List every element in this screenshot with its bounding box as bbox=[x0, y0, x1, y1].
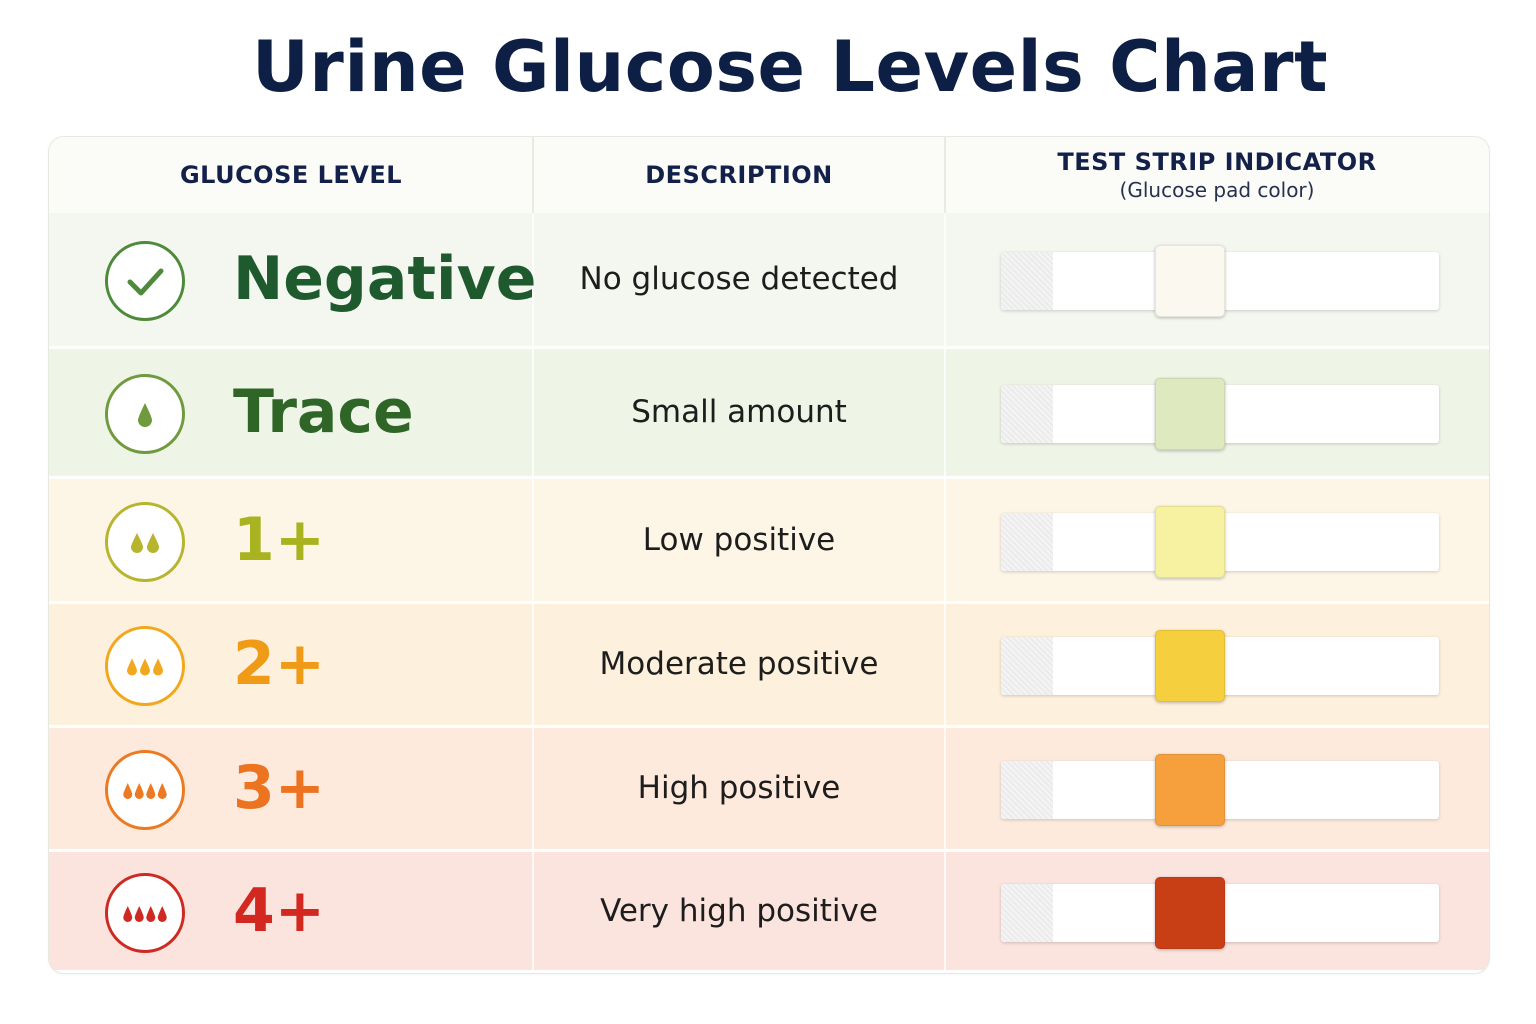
drop-icon bbox=[105, 374, 185, 454]
drop-glyph bbox=[146, 783, 156, 799]
test-strip bbox=[1001, 245, 1439, 317]
drops-icon bbox=[105, 872, 185, 953]
strip-handle-end bbox=[1001, 512, 1053, 571]
column-divider bbox=[944, 852, 946, 970]
test-strip bbox=[1001, 754, 1439, 826]
column-divider bbox=[532, 852, 534, 970]
drops-icon bbox=[105, 750, 185, 830]
drops-icon bbox=[105, 626, 185, 706]
header-divider bbox=[532, 137, 534, 213]
drop-glyph bbox=[131, 532, 143, 553]
drop-glyph bbox=[146, 905, 156, 922]
glucose-pad-swatch bbox=[1155, 378, 1225, 450]
page-title: Urine Glucose Levels Chart bbox=[251, 26, 1329, 108]
test-strip bbox=[1001, 378, 1439, 450]
table-row: 2+ Moderate positive bbox=[49, 604, 1489, 728]
glucose-level-label: 3+ bbox=[233, 753, 326, 823]
column-divider bbox=[532, 349, 534, 476]
table-row: 4+ Very high positive bbox=[49, 852, 1489, 973]
level-description: No glucose detected bbox=[579, 261, 899, 297]
drop-glyph bbox=[138, 403, 152, 427]
drop-glyph bbox=[134, 783, 144, 799]
drop-glyph bbox=[123, 783, 133, 799]
table-row: 1+ Low positive bbox=[49, 479, 1489, 604]
header-glucose-level: GLUCOSE LEVEL bbox=[49, 137, 533, 213]
check-icon bbox=[105, 241, 185, 321]
glucose-level-label: 2+ bbox=[233, 629, 326, 699]
strip-handle-end bbox=[1001, 883, 1053, 942]
glucose-level-label: Negative bbox=[233, 244, 537, 314]
drop-glyph bbox=[157, 783, 167, 799]
checkmark-glyph bbox=[127, 268, 164, 296]
strip-handle-end bbox=[1001, 385, 1053, 443]
header-description: DESCRIPTION bbox=[533, 137, 945, 213]
table-row: Negative No glucose detected bbox=[49, 213, 1489, 349]
level-description: Low positive bbox=[642, 521, 836, 558]
drops-icon bbox=[105, 501, 185, 582]
header-divider bbox=[944, 137, 946, 213]
column-divider bbox=[944, 728, 946, 849]
glucose-pad-swatch bbox=[1155, 754, 1225, 826]
glucose-pad-swatch bbox=[1155, 876, 1225, 949]
strip-handle-end bbox=[1001, 252, 1053, 310]
level-description: Moderate positive bbox=[599, 646, 879, 682]
header-test-strip-indicator: TEST STRIP INDICATOR (Glucose pad color) bbox=[945, 137, 1489, 213]
drop-glyph bbox=[134, 905, 144, 922]
drop-glyph bbox=[127, 658, 137, 676]
drop-glyph bbox=[147, 532, 159, 553]
drop-glyph bbox=[123, 905, 133, 922]
drop-glyph bbox=[157, 905, 167, 922]
column-divider bbox=[532, 604, 534, 725]
strip-handle-end bbox=[1001, 637, 1053, 695]
glucose-pad-swatch bbox=[1155, 505, 1225, 578]
drop-glyph bbox=[140, 658, 150, 676]
column-divider bbox=[532, 479, 534, 601]
glucose-level-label: Trace bbox=[233, 377, 414, 447]
test-strip bbox=[1001, 630, 1439, 702]
glucose-level-label: 4+ bbox=[233, 875, 326, 946]
column-divider bbox=[532, 728, 534, 849]
column-divider bbox=[944, 213, 946, 346]
column-divider bbox=[944, 479, 946, 601]
glucose-level-label: 1+ bbox=[233, 504, 326, 575]
column-divider bbox=[532, 213, 534, 346]
strip-handle-end bbox=[1001, 761, 1053, 819]
header-description-label: DESCRIPTION bbox=[645, 161, 833, 189]
test-strip bbox=[1001, 876, 1439, 949]
column-divider bbox=[944, 604, 946, 725]
table-row: 3+ High positive bbox=[49, 728, 1489, 852]
header-level-label: GLUCOSE LEVEL bbox=[179, 161, 403, 189]
column-divider bbox=[944, 349, 946, 476]
level-description: High positive bbox=[637, 770, 841, 806]
table-header: GLUCOSE LEVEL DESCRIPTION TEST STRIP IND… bbox=[49, 137, 1489, 214]
glucose-pad-swatch bbox=[1155, 245, 1225, 317]
test-strip bbox=[1001, 505, 1439, 578]
level-description: Very high positive bbox=[600, 892, 878, 929]
header-indicator-label: TEST STRIP INDICATOR bbox=[1057, 148, 1377, 176]
drop-glyph bbox=[153, 658, 163, 676]
table-row: Trace Small amount bbox=[49, 349, 1489, 479]
level-description: Small amount bbox=[631, 394, 847, 430]
glucose-table: GLUCOSE LEVEL DESCRIPTION TEST STRIP IND… bbox=[48, 136, 1490, 974]
glucose-pad-swatch bbox=[1155, 630, 1225, 702]
header-indicator-sublabel: (Glucose pad color) bbox=[1119, 178, 1315, 202]
